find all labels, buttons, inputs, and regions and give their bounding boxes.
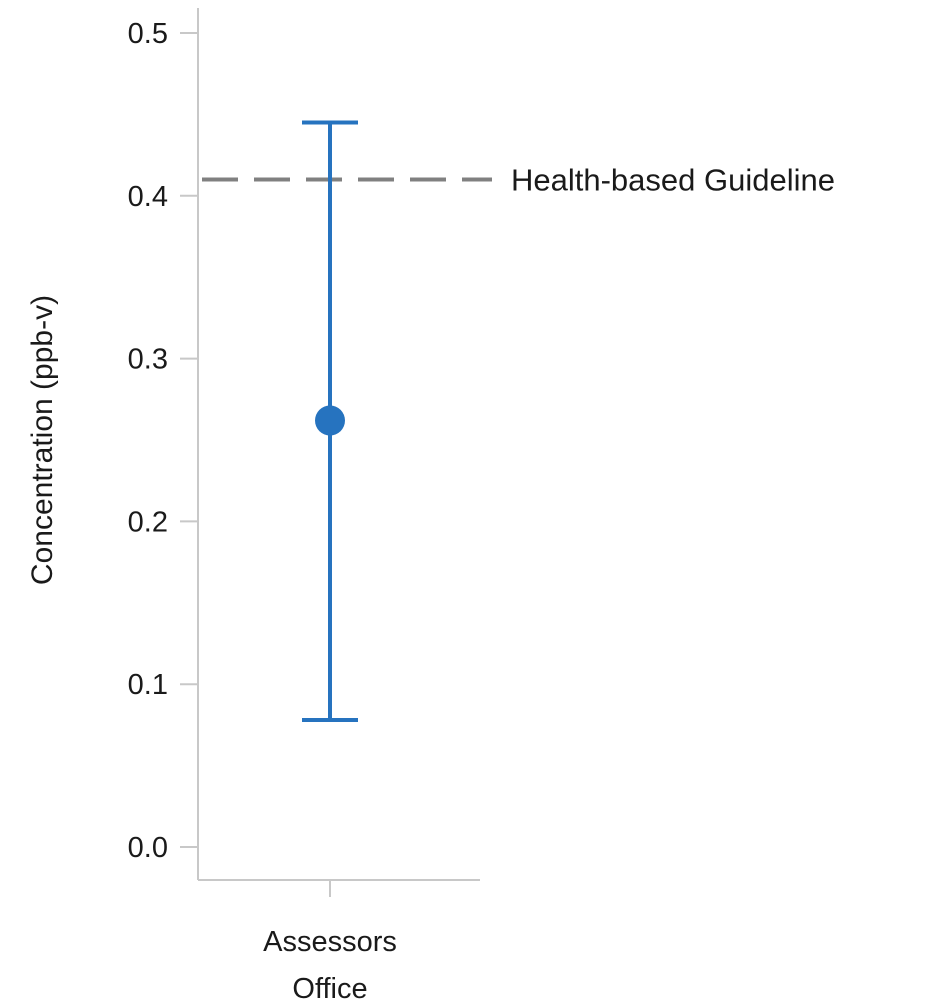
y-tick-label: 0.0 <box>128 832 168 864</box>
y-tick-label: 0.4 <box>128 181 168 213</box>
reference-line-group: Health-based Guideline <box>202 163 835 198</box>
x-tick-label: Assessors Office <box>263 926 397 1005</box>
guideline-label: Health-based Guideline <box>511 163 835 198</box>
data-point <box>315 405 345 436</box>
y-tick-label: 0.5 <box>128 18 168 50</box>
y-tick-label: 0.3 <box>128 344 168 376</box>
y-tick-label: 0.1 <box>128 669 168 701</box>
marks <box>302 120 358 723</box>
y-tick-label: 0.2 <box>128 506 168 538</box>
y-axis-title: Concentration (ppb-v) <box>26 295 59 585</box>
axes: 0.0 0.1 0.2 0.3 0.4 0.5 Assessors Office <box>128 8 480 1005</box>
